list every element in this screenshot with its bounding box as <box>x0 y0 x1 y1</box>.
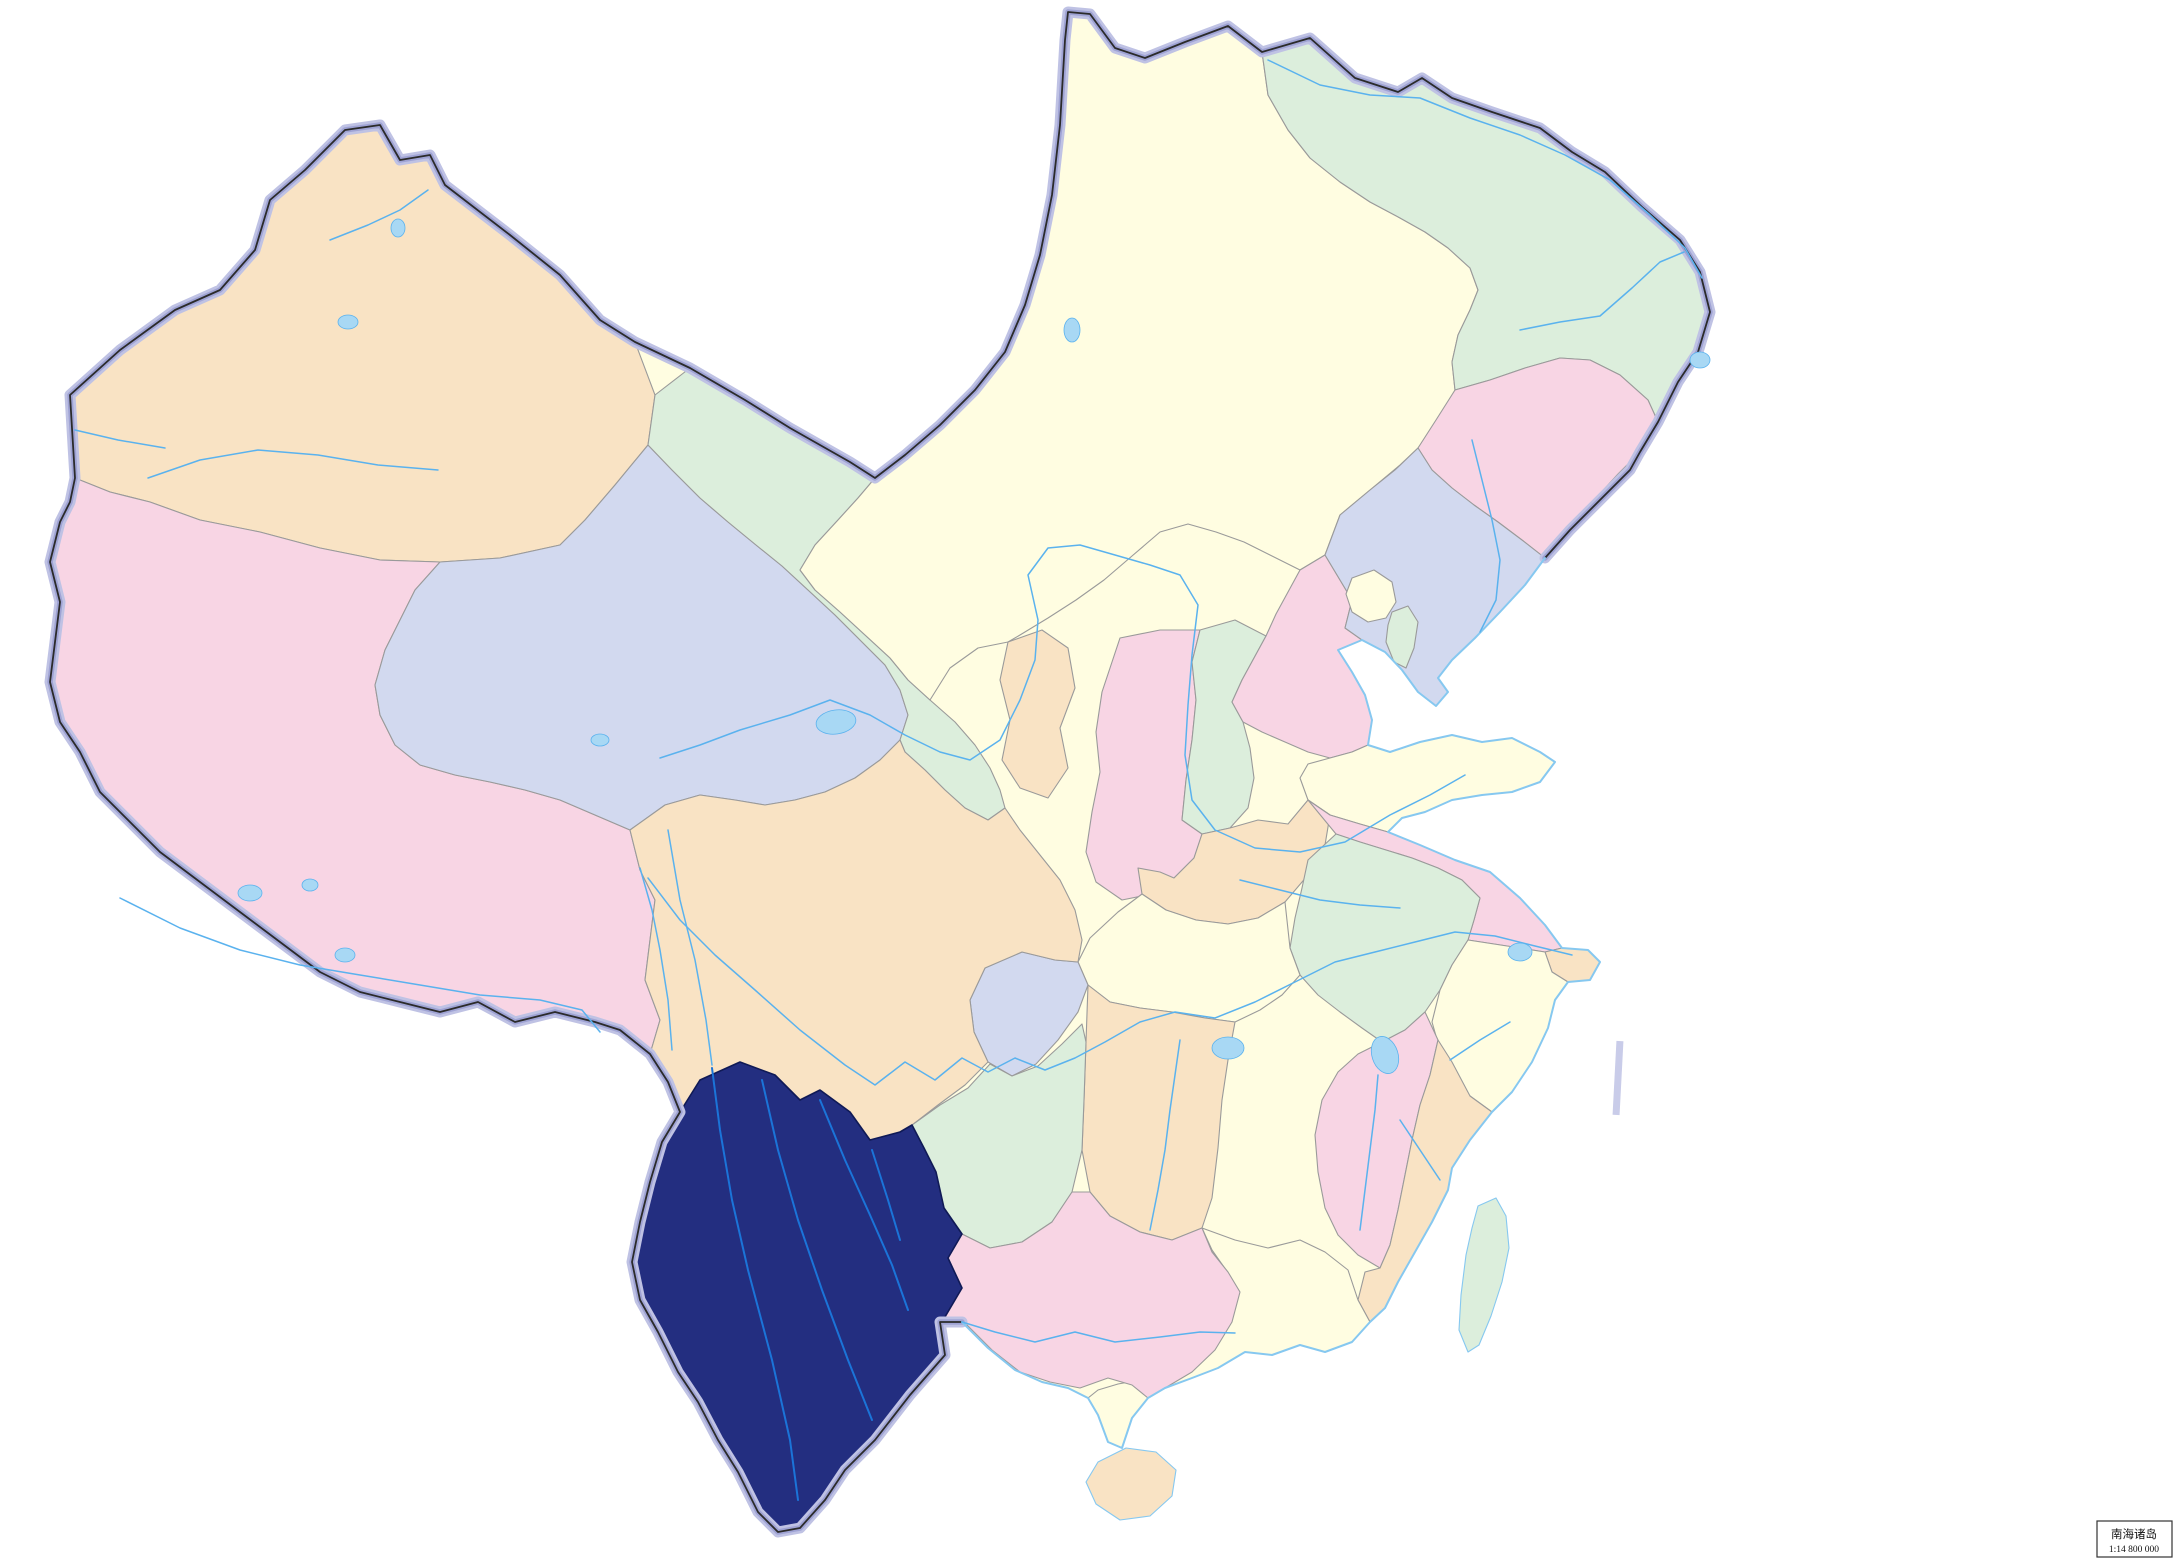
yunnan-river <box>761 1079 873 1421</box>
river <box>1239 879 1401 909</box>
river <box>1449 1021 1511 1061</box>
river <box>961 1321 1236 1343</box>
river <box>1471 439 1501 633</box>
province-ningxia[interactable] <box>999 629 1076 799</box>
sea-decorations <box>1612 1040 1624 1116</box>
river <box>667 829 713 1066</box>
lake <box>1507 942 1533 962</box>
inset-scale: 1:14 800 000 <box>2109 1545 2159 1555</box>
river <box>647 877 1573 1086</box>
river <box>659 544 1466 853</box>
lake <box>1689 351 1711 369</box>
lake <box>815 709 857 735</box>
lake <box>237 884 263 902</box>
lake <box>1370 1036 1400 1074</box>
river <box>1149 1039 1181 1231</box>
land-border-stroke-2 <box>49 11 1711 1533</box>
lake <box>334 947 356 963</box>
river <box>1267 59 1703 279</box>
province-yunnan-highlighted[interactable] <box>631 1061 963 1533</box>
province-taiwan[interactable] <box>1458 1197 1510 1353</box>
lake <box>590 733 610 747</box>
yunnan-river <box>871 1149 901 1241</box>
river <box>1399 1119 1441 1181</box>
inset-title: 南海诸岛 <box>2111 1527 2157 1541</box>
coastline <box>961 557 1601 1449</box>
lakes <box>237 218 1711 1074</box>
river <box>147 449 439 479</box>
lake <box>390 218 406 238</box>
province-tianjin[interactable] <box>1385 605 1419 669</box>
river <box>74 429 166 449</box>
province-beijing[interactable] <box>1345 569 1397 623</box>
river <box>119 897 601 1033</box>
inset-title-box: 南海诸岛 1:14 800 000 <box>2096 1520 2173 1558</box>
river <box>1359 1074 1379 1231</box>
province-guangxi[interactable] <box>941 1191 1241 1399</box>
lake <box>1063 317 1081 343</box>
lake <box>1211 1036 1245 1060</box>
national-borders <box>44 6 1716 1538</box>
yunnan-river <box>711 1067 799 1501</box>
sea-boundary-dash <box>1612 1040 1624 1116</box>
province-xinjiang[interactable] <box>69 124 656 563</box>
yunnan-river <box>819 1099 909 1311</box>
river <box>639 867 673 1051</box>
river <box>1519 251 1685 331</box>
province-hainan[interactable] <box>1085 1447 1177 1521</box>
river <box>329 189 429 241</box>
lake <box>301 878 319 892</box>
rivers <box>74 59 1703 1501</box>
lake <box>337 314 359 330</box>
